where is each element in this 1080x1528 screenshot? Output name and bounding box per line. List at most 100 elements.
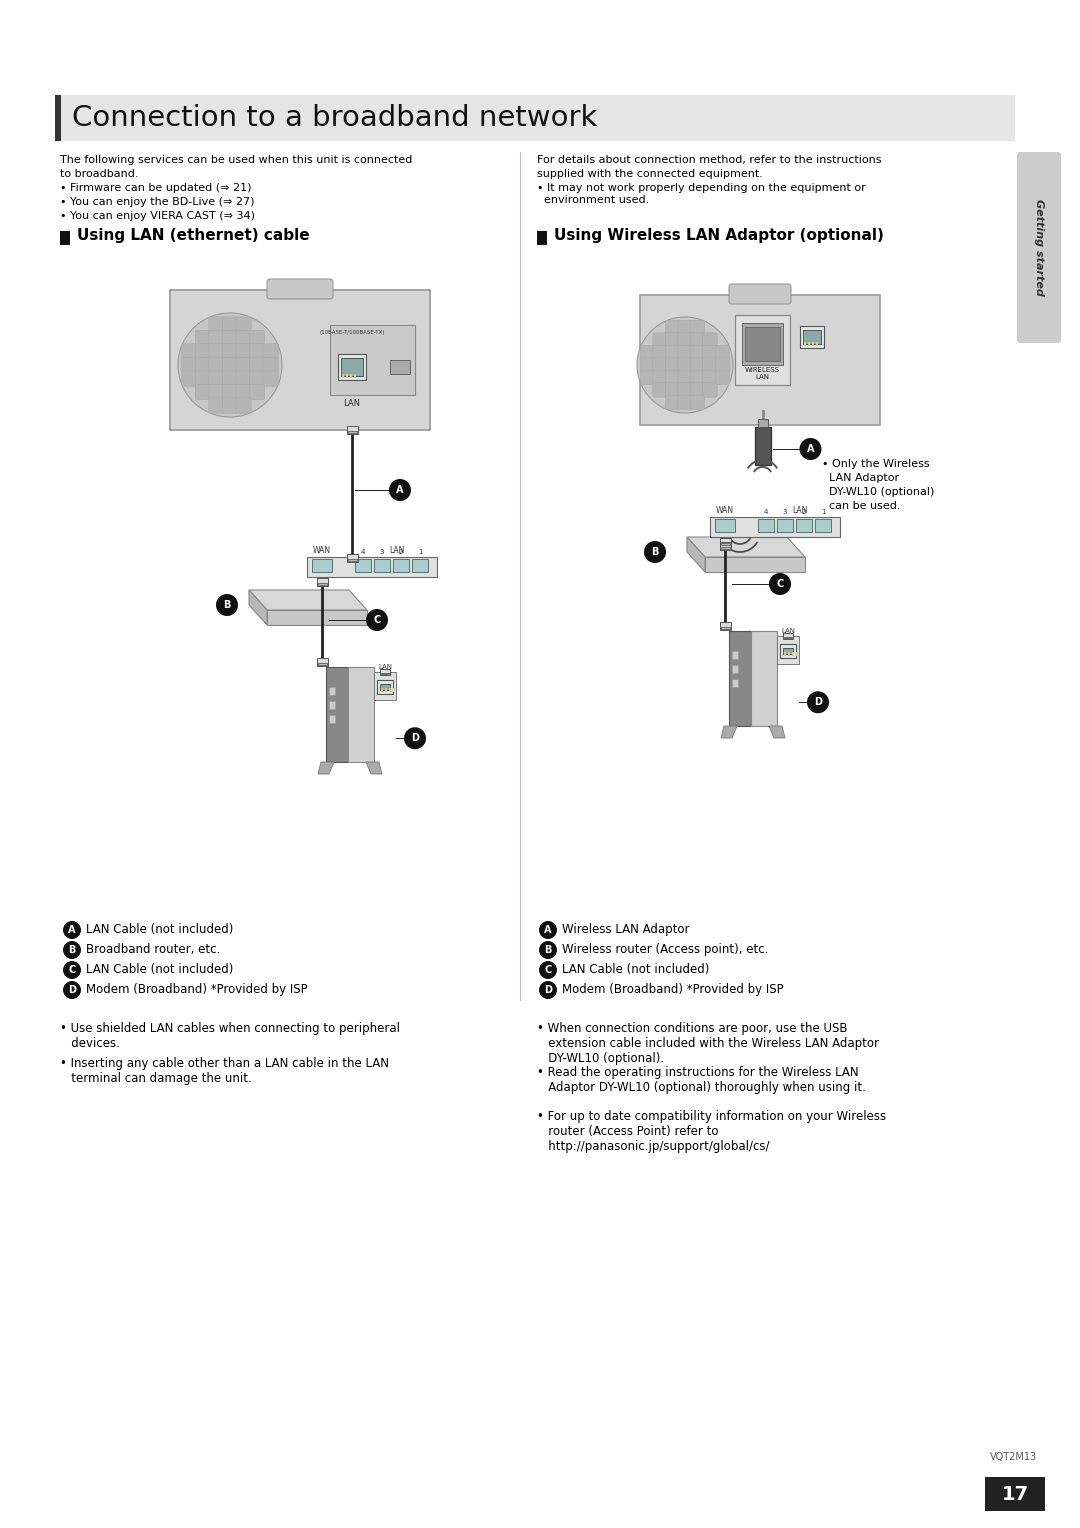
Text: 1: 1: [821, 509, 825, 515]
Text: B: B: [651, 547, 659, 558]
Bar: [808, 342, 810, 345]
FancyBboxPatch shape: [703, 370, 717, 385]
Text: Using Wireless LAN Adaptor (optional): Using Wireless LAN Adaptor (optional): [554, 228, 883, 243]
Circle shape: [404, 727, 426, 749]
Text: LAN Adaptor: LAN Adaptor: [823, 474, 900, 483]
FancyBboxPatch shape: [1017, 151, 1061, 342]
Bar: [411, 559, 428, 571]
FancyBboxPatch shape: [703, 333, 717, 347]
Text: • It may not work properly depending on the equipment or
  environment used.: • It may not work properly depending on …: [537, 183, 866, 205]
Bar: [783, 648, 793, 654]
Bar: [719, 542, 730, 550]
FancyBboxPatch shape: [267, 280, 333, 299]
Text: A: A: [544, 924, 552, 935]
Text: WAN: WAN: [313, 545, 332, 555]
Text: Modem (Broadband) *Provided by ISP: Modem (Broadband) *Provided by ISP: [562, 984, 784, 996]
Text: C: C: [777, 579, 784, 588]
Text: C: C: [544, 966, 552, 975]
Bar: [720, 547, 729, 549]
Bar: [784, 637, 792, 639]
FancyBboxPatch shape: [715, 370, 730, 385]
Circle shape: [644, 541, 666, 562]
Text: D: D: [68, 986, 76, 995]
Text: Modem (Broadband) *Provided by ISP: Modem (Broadband) *Provided by ISP: [86, 984, 308, 996]
Bar: [312, 559, 332, 571]
FancyBboxPatch shape: [665, 382, 679, 397]
Circle shape: [539, 941, 557, 960]
Polygon shape: [267, 610, 367, 625]
Bar: [374, 672, 396, 700]
FancyBboxPatch shape: [652, 382, 667, 397]
Bar: [338, 354, 366, 380]
Text: B: B: [224, 601, 231, 610]
Bar: [390, 361, 410, 374]
Bar: [710, 516, 840, 536]
Circle shape: [799, 439, 822, 460]
Bar: [377, 680, 393, 694]
Circle shape: [63, 941, 81, 960]
Circle shape: [637, 316, 733, 413]
Bar: [318, 582, 326, 585]
Bar: [804, 330, 821, 344]
Bar: [720, 626, 729, 630]
Text: Connection to a broadband network: Connection to a broadband network: [72, 104, 597, 131]
FancyBboxPatch shape: [690, 321, 705, 335]
FancyBboxPatch shape: [262, 358, 279, 373]
Text: B: B: [544, 944, 552, 955]
Bar: [757, 419, 768, 426]
Text: • Use shielded LAN cables when connecting to peripheral
   devices.: • Use shielded LAN cables when connectin…: [60, 1022, 400, 1050]
Text: to broadband.: to broadband.: [60, 170, 138, 179]
Text: LAN Cable (not included): LAN Cable (not included): [86, 923, 233, 937]
FancyBboxPatch shape: [678, 370, 692, 385]
FancyBboxPatch shape: [262, 344, 279, 359]
Bar: [780, 643, 796, 659]
FancyBboxPatch shape: [665, 333, 679, 347]
Text: LAN Cable (not included): LAN Cable (not included): [86, 964, 233, 976]
Circle shape: [216, 594, 238, 616]
Text: 2: 2: [801, 509, 806, 515]
Bar: [796, 652, 798, 656]
FancyBboxPatch shape: [195, 358, 211, 373]
FancyBboxPatch shape: [665, 358, 679, 373]
Text: • Only the Wireless: • Only the Wireless: [823, 458, 930, 469]
FancyBboxPatch shape: [181, 358, 198, 373]
Text: 4: 4: [361, 549, 365, 555]
FancyBboxPatch shape: [249, 358, 265, 373]
FancyBboxPatch shape: [235, 385, 252, 400]
FancyBboxPatch shape: [249, 344, 265, 359]
Text: • You can enjoy VIERA CAST (⇒ 34): • You can enjoy VIERA CAST (⇒ 34): [60, 211, 255, 222]
Bar: [745, 327, 780, 361]
Bar: [715, 520, 735, 532]
Circle shape: [539, 981, 557, 999]
Circle shape: [539, 921, 557, 940]
Polygon shape: [366, 762, 382, 775]
FancyBboxPatch shape: [690, 345, 705, 359]
FancyBboxPatch shape: [222, 371, 238, 387]
Text: B: B: [68, 944, 76, 955]
Text: Broadband router, etc.: Broadband router, etc.: [86, 943, 220, 957]
FancyBboxPatch shape: [665, 321, 679, 335]
FancyBboxPatch shape: [652, 345, 667, 359]
Bar: [55, 95, 60, 141]
Bar: [380, 685, 390, 691]
FancyBboxPatch shape: [690, 382, 705, 397]
Bar: [347, 426, 357, 434]
Text: D: D: [544, 986, 552, 995]
Text: • When connection conditions are poor, use the USB
   extension cable included w: • When connection conditions are poor, u…: [537, 1022, 879, 1065]
Bar: [389, 688, 391, 692]
FancyBboxPatch shape: [678, 396, 692, 410]
Bar: [384, 688, 387, 692]
FancyBboxPatch shape: [208, 358, 225, 373]
Text: 1: 1: [418, 549, 422, 555]
Bar: [355, 559, 372, 571]
FancyBboxPatch shape: [715, 358, 730, 373]
Text: LAN: LAN: [378, 665, 392, 669]
Text: A: A: [68, 924, 76, 935]
Text: WAN: WAN: [716, 506, 734, 515]
FancyBboxPatch shape: [195, 330, 211, 345]
Circle shape: [63, 961, 81, 979]
Text: LAN: LAN: [781, 628, 795, 634]
Bar: [537, 231, 546, 244]
Bar: [374, 559, 390, 571]
Text: LAN Cable (not included): LAN Cable (not included): [562, 964, 710, 976]
